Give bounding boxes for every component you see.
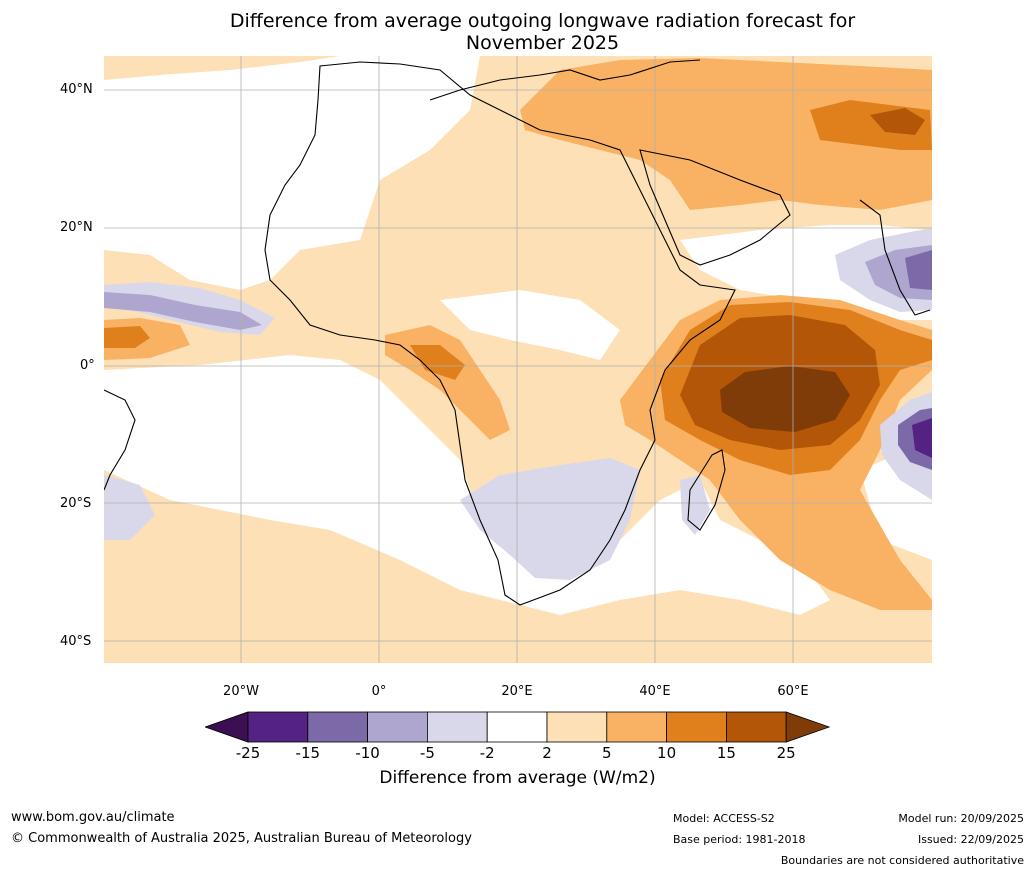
colorbar-tick-label: -15 — [295, 744, 321, 762]
map-title: Difference from average outgoing longwav… — [180, 10, 905, 54]
anomaly-15-25-central-asia — [870, 108, 925, 135]
lat-label-equator: 0° — [80, 358, 95, 373]
title-line-2: November 2025 — [465, 32, 620, 54]
colorbar — [205, 711, 830, 743]
lon-label-40e: 40°E — [639, 684, 671, 699]
colorbar-tick-label: -2 — [479, 744, 495, 762]
madagascar-coastline — [687, 449, 726, 531]
anomaly-10-15-congo — [410, 345, 465, 380]
lat-label-40n: 40°N — [60, 82, 93, 97]
colorbar-segment — [666, 711, 727, 743]
anomaly-minus-5-10-atlantic — [104, 292, 262, 330]
europe-coastline — [429, 59, 701, 101]
lon-label-20w: 20°W — [223, 684, 259, 699]
colorbar-segment — [307, 711, 369, 743]
coastlines — [104, 59, 931, 606]
india-coastline — [859, 199, 931, 316]
footer-model-run: Model run: 20/09/2025 — [898, 812, 1024, 825]
colorbar-tick-label: 10 — [657, 744, 677, 762]
colorbar-segment — [426, 711, 488, 743]
anomaly-over-25-indian-ocean — [720, 366, 850, 432]
lon-label-20e: 20°E — [501, 684, 533, 699]
colorbar-segment — [367, 711, 428, 743]
anomaly-near-normal-west-africa — [104, 56, 480, 290]
anomaly-minus-15-25-east-indian — [912, 418, 932, 458]
footer-url[interactable]: www.bom.gov.au/climate — [11, 810, 175, 825]
graticule — [104, 56, 932, 663]
colorbar-tick-label: -25 — [235, 744, 261, 762]
anomaly-10-15-atlantic — [104, 326, 150, 348]
colorbar-label: Difference from average (W/m2) — [379, 768, 656, 788]
footer-model: Model: ACCESS-S2 — [673, 812, 775, 825]
anomaly-minus-2-5-south-atlantic — [104, 475, 155, 540]
title-line-1: Difference from average outgoing longwav… — [229, 10, 856, 32]
footer-base-period: Base period: 1981-2018 — [673, 833, 806, 846]
colorbar-tick-label: 15 — [716, 744, 736, 762]
colorbar-tick-label: -10 — [355, 744, 380, 762]
colorbar-segment — [247, 711, 309, 743]
lat-label-40s: 40°S — [60, 634, 92, 649]
colorbar-segment — [726, 711, 787, 743]
footer-copyright: © Commonwealth of Australia 2025, Austra… — [11, 831, 472, 846]
lon-label-0: 0° — [371, 684, 387, 699]
anomaly-5-10-middle-east — [520, 58, 932, 210]
arabia-coastline — [639, 149, 791, 266]
colorbar-segment — [486, 711, 548, 743]
colorbar-tick-label: -5 — [419, 744, 435, 762]
south-america-coastline — [104, 389, 136, 491]
colorbar-extend-high — [785, 711, 830, 743]
anomaly-minus-2-5-southern-africa — [460, 458, 640, 580]
anomaly-minus-10-15-bay-of-bengal — [905, 250, 932, 290]
colorbar-tick-label: 2 — [542, 744, 552, 762]
lat-label-20s: 20°S — [60, 496, 92, 511]
africa-coastline — [264, 61, 736, 606]
colorbar-tick-label: 25 — [776, 744, 796, 762]
colorbar-tick-label: 5 — [602, 744, 612, 762]
lon-label-60e: 60°E — [777, 684, 809, 699]
footer-issued: Issued: 22/09/2025 — [917, 833, 1024, 846]
lat-label-20n: 20°N — [60, 220, 93, 235]
footer-disclaimer: Boundaries are not considered authoritat… — [780, 854, 1024, 867]
anomaly-near-normal-central-africa — [440, 290, 620, 360]
colorbar-segment — [546, 711, 608, 743]
colorbar-extend-low — [205, 711, 249, 743]
colorbar-segment — [606, 711, 667, 743]
